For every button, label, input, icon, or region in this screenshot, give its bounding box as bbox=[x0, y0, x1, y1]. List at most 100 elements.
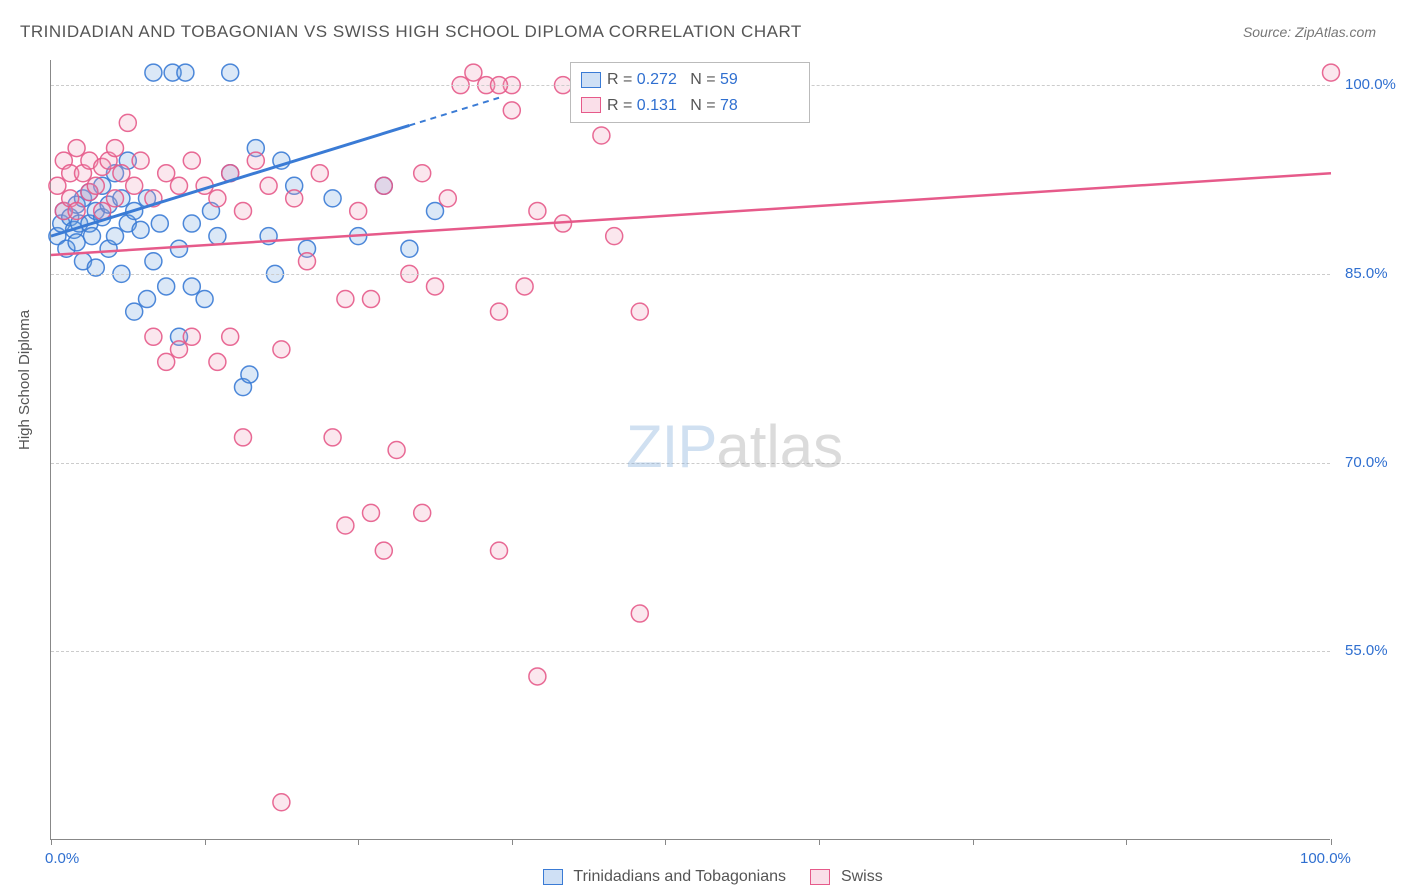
y-tick-label: 85.0% bbox=[1345, 265, 1388, 282]
scatter-point-trinidadians bbox=[132, 221, 149, 238]
scatter-point-swiss bbox=[491, 303, 508, 320]
scatter-point-swiss bbox=[337, 291, 354, 308]
scatter-point-swiss bbox=[286, 190, 303, 207]
x-tick bbox=[665, 839, 666, 845]
scatter-point-swiss bbox=[49, 177, 66, 194]
scatter-point-swiss bbox=[311, 165, 328, 182]
scatter-point-trinidadians bbox=[151, 215, 168, 232]
y-tick-label: 100.0% bbox=[1345, 76, 1396, 93]
scatter-point-swiss bbox=[1323, 64, 1340, 81]
x-tick bbox=[51, 839, 52, 845]
scatter-point-swiss bbox=[126, 177, 143, 194]
scatter-point-swiss bbox=[171, 177, 188, 194]
y-tick-label: 70.0% bbox=[1345, 454, 1388, 471]
scatter-point-trinidadians bbox=[183, 215, 200, 232]
scatter-point-swiss bbox=[209, 353, 226, 370]
scatter-point-swiss bbox=[337, 517, 354, 534]
scatter-point-trinidadians bbox=[139, 291, 156, 308]
correlation-legend: R = 0.272 N = 59R = 0.131 N = 78 bbox=[570, 62, 810, 123]
scatter-point-swiss bbox=[247, 152, 264, 169]
scatter-point-swiss bbox=[491, 542, 508, 559]
correlation-legend-row: R = 0.131 N = 78 bbox=[581, 93, 799, 119]
scatter-point-trinidadians bbox=[171, 240, 188, 257]
scatter-point-trinidadians bbox=[83, 228, 100, 245]
scatter-point-swiss bbox=[222, 328, 239, 345]
scatter-point-swiss bbox=[209, 190, 226, 207]
scatter-point-swiss bbox=[375, 177, 392, 194]
bottom-legend: Trinidadians and Tobagonians Swiss bbox=[0, 868, 1406, 886]
scatter-point-trinidadians bbox=[401, 240, 418, 257]
scatter-point-trinidadians bbox=[158, 278, 175, 295]
legend-swatch-trinidadians bbox=[543, 869, 563, 885]
scatter-point-trinidadians bbox=[222, 64, 239, 81]
scatter-point-swiss bbox=[273, 794, 290, 811]
chart-plot-area bbox=[50, 60, 1330, 840]
legend-label-swiss: Swiss bbox=[841, 868, 883, 885]
scatter-point-swiss bbox=[107, 190, 124, 207]
x-tick bbox=[973, 839, 974, 845]
scatter-point-swiss bbox=[158, 353, 175, 370]
scatter-point-trinidadians bbox=[183, 278, 200, 295]
scatter-point-swiss bbox=[145, 328, 162, 345]
x-tick bbox=[1331, 839, 1332, 845]
scatter-point-swiss bbox=[350, 202, 367, 219]
scatter-point-swiss bbox=[273, 341, 290, 358]
scatter-point-trinidadians bbox=[177, 64, 194, 81]
scatter-point-trinidadians bbox=[68, 234, 85, 251]
x-tick-label: 100.0% bbox=[1300, 850, 1351, 867]
source-attribution: Source: ZipAtlas.com bbox=[1243, 24, 1376, 40]
x-tick-label: 0.0% bbox=[45, 850, 79, 867]
scatter-point-swiss bbox=[631, 605, 648, 622]
chart-title: TRINIDADIAN AND TOBAGONIAN VS SWISS HIGH… bbox=[20, 22, 802, 42]
scatter-point-swiss bbox=[414, 165, 431, 182]
x-tick bbox=[512, 839, 513, 845]
scatter-point-swiss bbox=[183, 328, 200, 345]
scatter-point-swiss bbox=[503, 102, 520, 119]
y-axis-label: High School Diploma bbox=[16, 310, 33, 450]
x-tick bbox=[819, 839, 820, 845]
legend-label-trinidadians: Trinidadians and Tobagonians bbox=[573, 868, 786, 885]
x-tick bbox=[358, 839, 359, 845]
gridline bbox=[51, 463, 1330, 464]
y-tick-label: 55.0% bbox=[1345, 642, 1388, 659]
scatter-point-swiss bbox=[363, 504, 380, 521]
scatter-point-swiss bbox=[363, 291, 380, 308]
trendline-dashed-trinidadians bbox=[409, 98, 499, 126]
scatter-point-swiss bbox=[529, 202, 546, 219]
scatter-point-swiss bbox=[171, 341, 188, 358]
scatter-point-swiss bbox=[593, 127, 610, 144]
scatter-point-swiss bbox=[132, 152, 149, 169]
scatter-point-swiss bbox=[516, 278, 533, 295]
scatter-point-trinidadians bbox=[107, 228, 124, 245]
correlation-legend-row: R = 0.272 N = 59 bbox=[581, 67, 799, 93]
gridline bbox=[51, 651, 1330, 652]
scatter-point-swiss bbox=[87, 177, 104, 194]
scatter-point-swiss bbox=[529, 668, 546, 685]
gridline bbox=[51, 274, 1330, 275]
scatter-point-trinidadians bbox=[324, 190, 341, 207]
x-tick bbox=[205, 839, 206, 845]
scatter-point-trinidadians bbox=[196, 291, 213, 308]
scatter-point-swiss bbox=[113, 165, 130, 182]
x-tick bbox=[1126, 839, 1127, 845]
scatter-point-swiss bbox=[119, 114, 136, 131]
scatter-point-swiss bbox=[260, 177, 277, 194]
chart-svg-overlay bbox=[51, 60, 1330, 839]
scatter-point-swiss bbox=[235, 202, 252, 219]
scatter-point-swiss bbox=[183, 152, 200, 169]
scatter-point-swiss bbox=[158, 165, 175, 182]
scatter-point-trinidadians bbox=[209, 228, 226, 245]
scatter-point-swiss bbox=[299, 253, 316, 270]
scatter-point-trinidadians bbox=[126, 303, 143, 320]
scatter-point-trinidadians bbox=[427, 202, 444, 219]
scatter-point-swiss bbox=[68, 140, 85, 157]
scatter-point-swiss bbox=[427, 278, 444, 295]
scatter-point-swiss bbox=[107, 140, 124, 157]
legend-swatch-swiss bbox=[810, 869, 830, 885]
scatter-point-swiss bbox=[235, 429, 252, 446]
scatter-point-trinidadians bbox=[145, 253, 162, 270]
scatter-point-swiss bbox=[465, 64, 482, 81]
scatter-point-swiss bbox=[375, 542, 392, 559]
scatter-point-swiss bbox=[388, 442, 405, 459]
scatter-point-swiss bbox=[324, 429, 341, 446]
